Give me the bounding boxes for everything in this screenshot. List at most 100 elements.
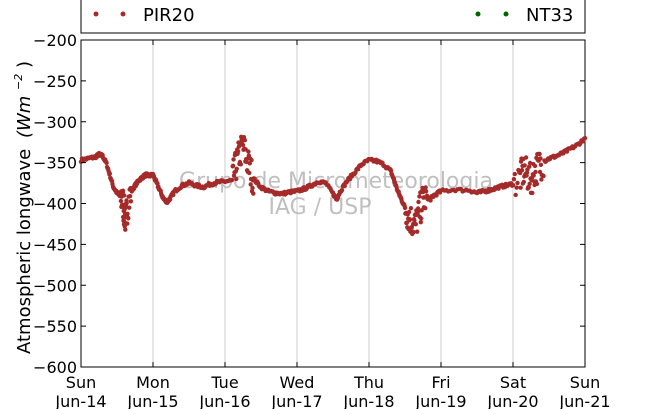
data-point-pir20 [510, 182, 516, 188]
grid-lines [152, 40, 514, 367]
y-tick-label: −550 [33, 317, 77, 336]
y-tick-label: −450 [33, 235, 77, 254]
data-point-pir20 [512, 171, 517, 177]
data-point-pir20 [518, 185, 523, 190]
data-point-pir20 [125, 221, 130, 226]
legend-marker-pir20-b [120, 11, 126, 17]
y-axis: −200 −250 −300 −350 −400 −450 −500 −550 −600 [33, 31, 585, 377]
x-tick-label-date: Jun-21 [558, 392, 610, 409]
data-point-pir20 [230, 163, 236, 168]
y-tick-label: −500 [33, 276, 77, 295]
data-point-pir20 [231, 173, 237, 178]
data-point-pir20 [104, 160, 109, 166]
x-tick-label-date: Jun-20 [486, 392, 538, 409]
data-point-pir20 [402, 205, 408, 211]
data-point-pir20 [530, 190, 535, 196]
x-tick-label-date: Jun-18 [342, 392, 394, 409]
legend-marker-nt33-a [475, 11, 481, 17]
data-point-pir20 [513, 192, 518, 198]
x-tick-label-date: Jun-14 [54, 392, 106, 409]
data-point-pir20 [234, 166, 239, 171]
legend-marker-pir20-a [93, 11, 99, 17]
data-point-pir20 [406, 209, 412, 215]
watermark-line-2: IAG / USP [269, 195, 372, 220]
x-tick-label-day: Sat [500, 373, 526, 392]
data-point-pir20 [127, 205, 132, 210]
data-point-pir20 [511, 177, 517, 182]
data-point-pir20 [539, 177, 544, 182]
data-point-pir20 [342, 183, 347, 189]
x-tick-label-day: Thu [353, 373, 384, 392]
data-point-pir20 [249, 157, 254, 163]
legend-marker-nt33-b [503, 11, 509, 17]
data-point-pir20 [423, 185, 428, 190]
data-point-pir20 [526, 185, 531, 190]
y-tick-label: −300 [33, 113, 77, 132]
x-tick-label-day: Tue [210, 373, 238, 392]
data-point-pir20 [127, 194, 133, 199]
data-point-pir20 [124, 200, 129, 206]
data-point-pir20 [418, 220, 423, 225]
data-point-pir20 [252, 176, 257, 181]
data-point-pir20 [339, 188, 345, 193]
data-point-pir20 [122, 224, 127, 229]
data-point-pir20 [533, 169, 538, 175]
data-point-pir20 [120, 188, 126, 193]
data-point-pir20 [519, 168, 525, 173]
x-tick-label-day: Sun [66, 373, 96, 392]
data-point-pir20 [118, 198, 124, 204]
x-tick-label-date: Jun-19 [414, 392, 466, 409]
x-axis: SunJun-14MonJun-15TueJun-16WedJun-17ThuJ… [54, 40, 611, 409]
data-point-pir20 [107, 171, 113, 176]
x-tick-label-date: Jun-16 [198, 392, 250, 409]
data-point-pir20 [236, 144, 242, 149]
data-point-pir20 [521, 179, 526, 185]
x-tick-label-date: Jun-15 [126, 392, 178, 409]
data-point-pir20 [514, 185, 519, 190]
data-point-pir20 [250, 185, 255, 191]
data-point-pir20 [415, 229, 420, 234]
data-point-pir20 [411, 230, 416, 235]
data-point-pir20 [527, 164, 532, 169]
data-point-pir20 [126, 216, 131, 221]
data-point-pir20 [527, 181, 532, 186]
data-point-pir20 [531, 173, 536, 178]
x-tick-label-day: Wed [280, 373, 315, 392]
x-tick-label-day: Mon [136, 373, 170, 392]
data-point-pir20 [538, 162, 544, 167]
legend-label-pir20: PIR20 [143, 5, 195, 26]
data-point-pir20 [234, 176, 239, 182]
data-point-pir20 [515, 180, 520, 186]
data-point-pir20 [523, 155, 529, 160]
data-point-pir20 [413, 222, 418, 227]
legend-box [80, 0, 586, 34]
data-point-pir20 [128, 199, 134, 204]
data-point-pir20 [532, 163, 538, 169]
data-point-pir20 [240, 142, 246, 148]
data-point-pir20 [537, 151, 542, 157]
y-tick-label: −250 [33, 72, 77, 91]
data-point-pir20 [247, 170, 252, 176]
data-point-pir20 [412, 218, 417, 223]
data-point-pir20 [538, 156, 543, 161]
data-point-pir20 [230, 177, 235, 183]
data-point-pir20 [231, 157, 236, 162]
data-point-pir20 [423, 189, 429, 194]
y-tick-label: −400 [33, 195, 77, 214]
data-point-pir20 [408, 206, 414, 211]
x-tick-label-date: Jun-17 [270, 392, 322, 409]
plot-area: Grupo de Micrometeorologia IAG / USP [78, 39, 588, 368]
data-point-pir20 [407, 217, 413, 222]
data-point-pir20 [534, 181, 540, 187]
data-point-pir20 [423, 206, 428, 211]
data-point-pir20 [419, 216, 424, 221]
data-point-pir20 [122, 193, 127, 198]
y-tick-label: −600 [33, 358, 77, 377]
x-tick-label-day: Fri [431, 373, 450, 392]
data-point-pir20 [248, 182, 253, 187]
y-tick-label: −350 [33, 154, 77, 173]
data-points [78, 134, 588, 237]
data-point-pir20 [251, 191, 256, 196]
data-point-pir20 [582, 135, 588, 141]
data-point-pir20 [123, 227, 128, 232]
